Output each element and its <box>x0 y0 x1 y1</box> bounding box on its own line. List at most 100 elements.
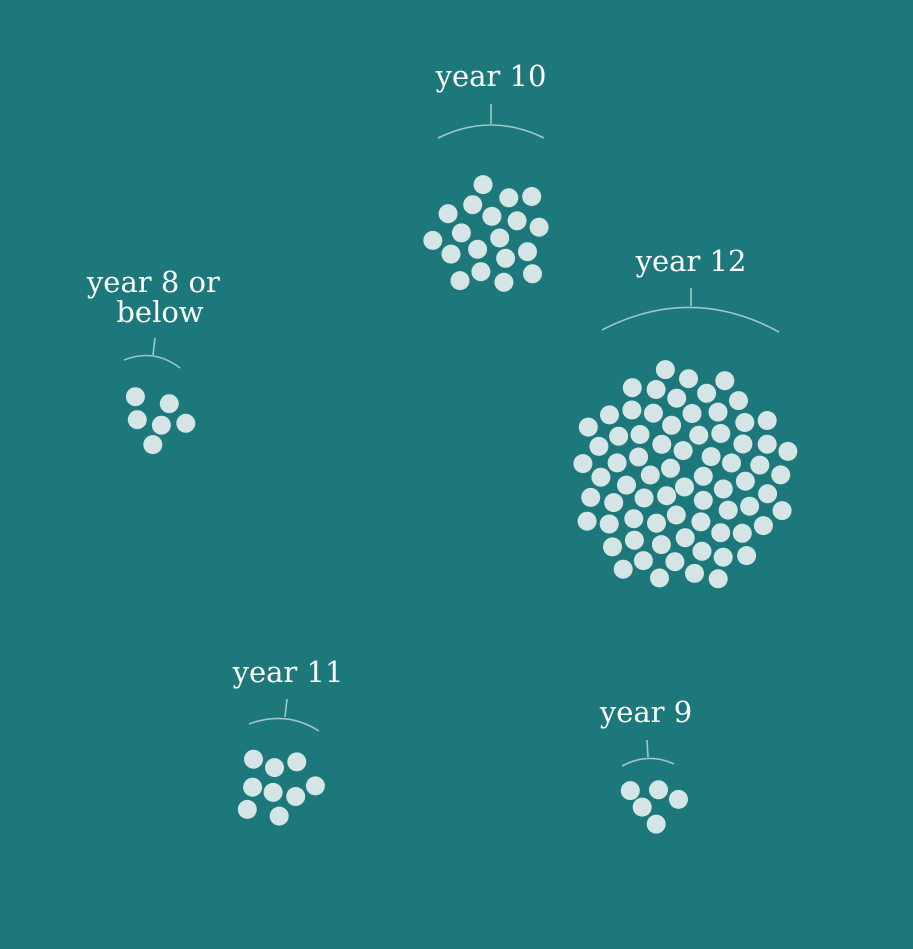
dot-year-10-9 <box>518 242 537 262</box>
dot-year-10-14 <box>529 217 549 237</box>
dot-year-12-51 <box>633 551 653 571</box>
label-year-11: year 11 <box>232 655 344 689</box>
dot-year-12-70 <box>578 417 598 437</box>
dot-year-12-13 <box>689 425 709 445</box>
dot-year-12-39 <box>667 388 687 408</box>
label-year-9-line-1: year 9 <box>599 695 692 729</box>
dot-year-12-19 <box>718 500 738 520</box>
dot-year-12-18 <box>662 415 682 435</box>
dot-year-12-52 <box>646 380 666 399</box>
dot-year-8-or-below-5 <box>125 387 145 407</box>
dot-year-10-18 <box>423 230 443 250</box>
dot-year-12-65 <box>622 378 642 398</box>
bracket-year-10 <box>437 104 545 139</box>
dot-year-12-25 <box>624 509 644 529</box>
dot-year-8-or-below-3 <box>159 394 179 414</box>
dot-year-11-7 <box>244 749 263 769</box>
dot-year-8-or-below-1 <box>151 415 171 435</box>
dot-year-10-1 <box>490 228 510 248</box>
dot-year-9-4 <box>620 781 640 801</box>
dot-year-10-12 <box>494 272 514 292</box>
dot-year-12-61 <box>737 546 757 566</box>
label-year-10-line-1: year 10 <box>435 59 547 93</box>
dot-year-11-6 <box>269 806 289 826</box>
cluster-year-9: year 9 <box>599 695 692 834</box>
dot-year-12-60 <box>679 369 698 389</box>
dot-year-12-72 <box>613 559 633 579</box>
dot-year-10-13 <box>438 204 458 224</box>
dot-year-12-50 <box>757 434 777 454</box>
dot-year-12-1 <box>675 477 694 497</box>
dot-year-12-69 <box>708 569 728 589</box>
label-year-11-line-1: year 11 <box>232 655 344 689</box>
bracket-year-11 <box>248 698 320 732</box>
dot-year-10-4 <box>496 248 516 268</box>
label-year-9: year 9 <box>599 695 692 729</box>
bracket-year-8-or-below <box>123 337 181 369</box>
dot-year-10-3 <box>482 206 502 226</box>
dot-year-10-5 <box>451 223 471 243</box>
dot-year-8-or-below-4 <box>143 435 163 455</box>
dot-year-12-54 <box>581 487 601 507</box>
dot-year-12-7 <box>640 465 660 485</box>
dot-year-9-5 <box>669 789 688 809</box>
dot-year-12-55 <box>729 391 748 411</box>
dot-year-12-6 <box>693 490 713 510</box>
dot-year-12-15 <box>629 447 649 467</box>
dot-year-12-24 <box>735 471 755 491</box>
dot-year-12-3 <box>693 466 713 486</box>
dot-year-12-34 <box>708 402 728 422</box>
dot-year-8-or-below-2 <box>127 410 147 430</box>
dot-year-10-11 <box>499 188 519 208</box>
dot-year-11-5 <box>287 752 307 772</box>
cluster-year-10: year 10 <box>423 59 549 292</box>
dot-year-12-12 <box>634 488 654 508</box>
dot-year-12-40 <box>732 523 752 543</box>
dot-year-12-23 <box>630 425 650 444</box>
bracket-year-12 <box>601 288 780 333</box>
dot-year-12-73 <box>655 360 675 380</box>
dot-year-10-17 <box>523 264 542 284</box>
dot-year-12-5 <box>673 441 693 461</box>
dot-year-12-17 <box>647 513 666 533</box>
dot-year-12-9 <box>666 505 686 525</box>
dot-year-12-41 <box>591 467 611 487</box>
dot-year-12-8 <box>701 447 721 467</box>
dot-year-10-19 <box>522 187 542 206</box>
dot-year-12-48 <box>713 547 733 567</box>
cluster-year-11: year 11 <box>232 655 344 826</box>
dot-year-12-44 <box>622 400 642 420</box>
dot-year-12-33 <box>604 493 624 513</box>
dot-year-11-2 <box>265 758 284 778</box>
dot-year-12-21 <box>711 424 731 443</box>
dot-year-12-67 <box>577 511 597 531</box>
dot-year-12-47 <box>697 383 717 403</box>
dot-year-10-10 <box>441 244 461 264</box>
dot-year-10-15 <box>450 271 470 291</box>
dot-year-12-37 <box>750 455 770 475</box>
dot-year-12-63 <box>757 411 777 430</box>
dot-year-9-2 <box>649 780 668 800</box>
dot-year-12-64 <box>650 568 669 588</box>
dot-year-12-38 <box>624 530 644 550</box>
label-year-12: year 12 <box>635 244 747 278</box>
dot-year-12-36 <box>609 426 629 446</box>
label-year-8-or-below-line-2: below <box>116 295 203 329</box>
label-year-10: year 10 <box>435 59 547 93</box>
dot-year-12-20 <box>617 475 636 495</box>
dot-year-12-62 <box>573 454 593 474</box>
dot-year-11-4 <box>243 777 263 797</box>
dot-year-12-57 <box>600 405 619 425</box>
dot-year-12-53 <box>753 516 773 536</box>
dot-year-12-4 <box>657 486 677 506</box>
dot-year-10-8 <box>463 195 483 215</box>
dot-year-12-22 <box>675 528 695 548</box>
cluster-year-12: year 12 <box>573 244 798 589</box>
dot-year-12-26 <box>682 404 702 423</box>
dot-year-12-29 <box>733 434 753 454</box>
dot-year-12-11 <box>713 479 733 499</box>
dot-year-10-7 <box>471 262 491 282</box>
dot-year-12-14 <box>691 512 711 532</box>
cluster-year-8-or-below: year 8 or below <box>86 265 220 455</box>
dot-year-12-68 <box>715 371 735 391</box>
